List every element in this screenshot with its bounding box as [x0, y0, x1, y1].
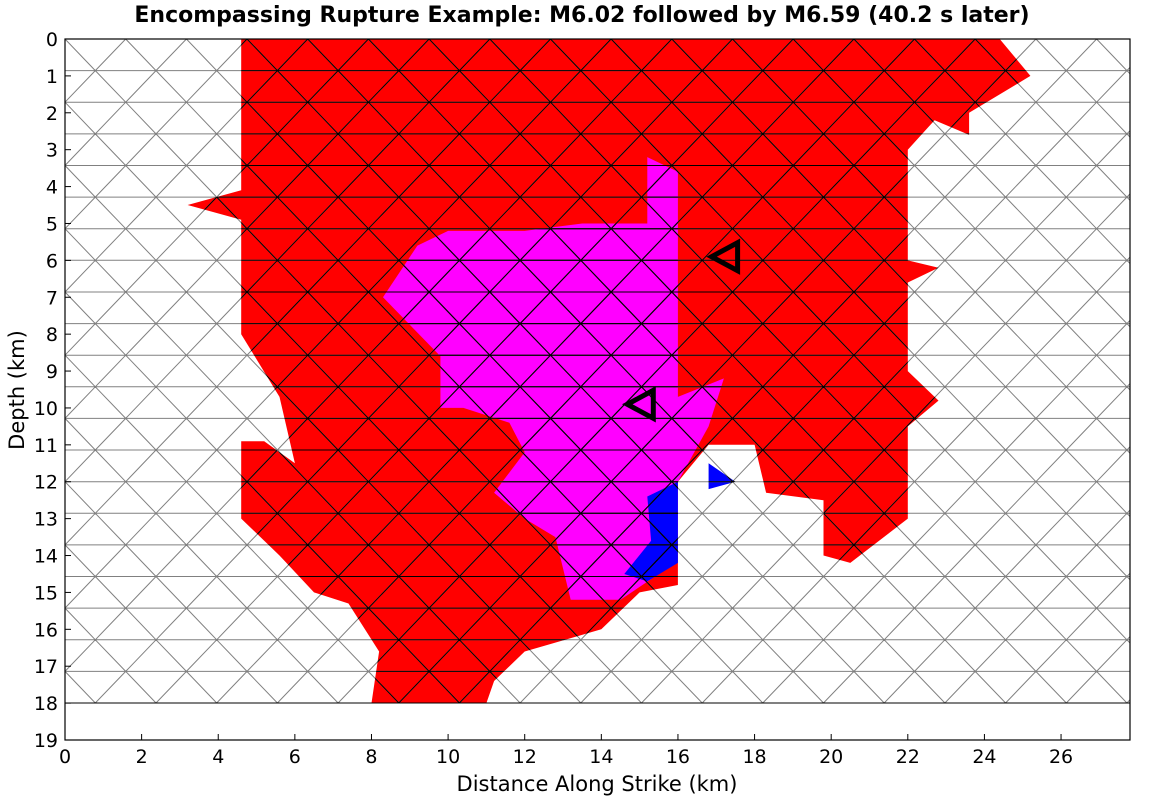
y-tick-label: 12 [34, 472, 58, 494]
x-tick-label: 20 [819, 746, 843, 768]
y-tick-label: 9 [46, 361, 58, 383]
y-tick-label: 18 [34, 693, 58, 715]
x-tick-label: 26 [1049, 746, 1073, 768]
chart-title: Encompassing Rupture Example: M6.02 foll… [134, 3, 1029, 28]
second-event-only [624, 481, 678, 582]
x-tick-label: 8 [365, 746, 377, 768]
x-tick-label: 4 [212, 746, 224, 768]
y-tick-label: 10 [34, 398, 58, 420]
x-axis-ticks: 0 2 4 6 8 10 12 14 16 18 20 22 24 26 [59, 734, 1073, 768]
overlap-rupture [383, 157, 724, 600]
x-tick-label: 14 [589, 746, 613, 768]
x-tick-label: 6 [289, 746, 301, 768]
y-tick-label: 3 [46, 140, 58, 162]
y-tick-label: 14 [34, 546, 58, 568]
y-tick-label: 4 [46, 177, 58, 199]
y-tick-label: 5 [46, 213, 58, 235]
y-axis-title: Depth (km) [5, 330, 29, 450]
y-tick-label: 17 [34, 656, 58, 678]
x-tick-label: 22 [896, 746, 920, 768]
plot-frame [64, 38, 1131, 741]
y-tick-label: 13 [34, 509, 58, 531]
y-tick-label: 1 [46, 66, 58, 88]
x-axis-title: Distance Along Strike (km) [457, 772, 738, 796]
y-tick-label: 6 [46, 250, 58, 272]
x-tick-label: 0 [59, 746, 71, 768]
y-tick-label: 2 [46, 103, 58, 125]
y-tick-label: 7 [46, 287, 58, 309]
y-tick-label: 8 [46, 324, 58, 346]
x-tick-label: 2 [136, 746, 148, 768]
hypocenter-second-event [622, 386, 656, 423]
rupture-regions [187, 39, 1031, 703]
x-tick-label: 18 [742, 746, 766, 768]
x-tick-label: 12 [513, 746, 537, 768]
y-tick-label: 15 [34, 582, 58, 604]
x-tick-label: 24 [972, 746, 996, 768]
y-tick-label: 0 [46, 29, 58, 51]
second-event-only-small [708, 463, 736, 490]
hypocenter-first-event [706, 238, 741, 275]
y-tick-label: 11 [34, 435, 58, 457]
x-tick-label: 10 [436, 746, 460, 768]
y-tick-label: 16 [34, 619, 58, 641]
hypocenter-markers [622, 238, 741, 423]
triangular-mesh [65, 39, 1130, 703]
y-tick-label: 19 [34, 730, 58, 752]
x-tick-label: 16 [666, 746, 690, 768]
